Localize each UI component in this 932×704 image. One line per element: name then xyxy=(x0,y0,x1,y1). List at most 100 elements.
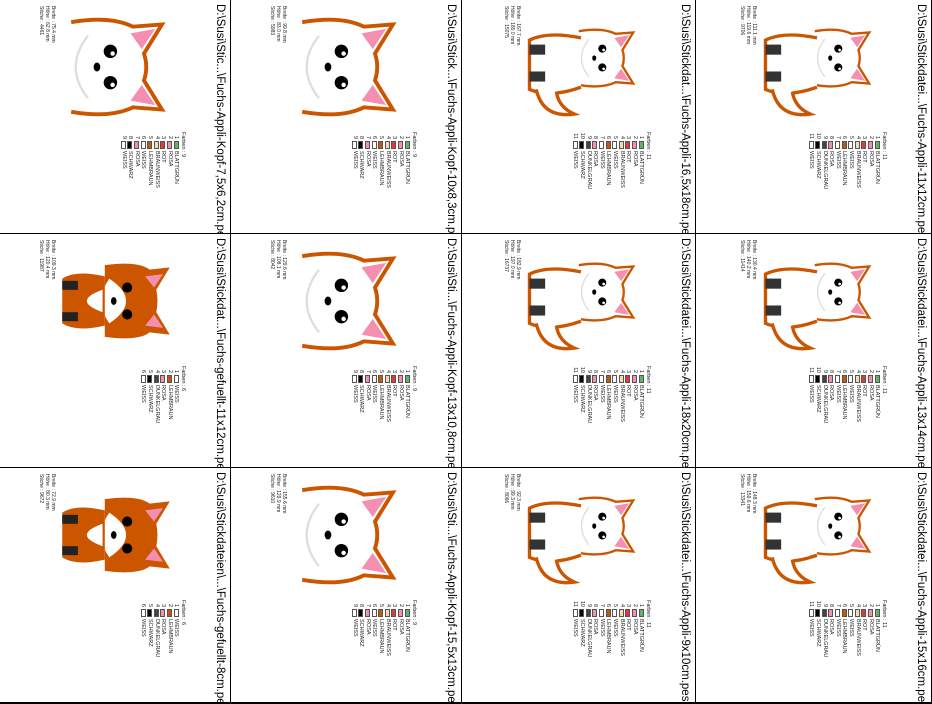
color-swatch xyxy=(841,141,847,149)
thread-number: 6 xyxy=(371,603,378,607)
thread-name: SCHWARZ xyxy=(579,385,586,413)
stat-line: Breite : 111.1 mm xyxy=(751,6,757,45)
thread-row: 3 ROT xyxy=(625,132,631,189)
thread-number: 3 xyxy=(861,135,868,139)
stat-line: Breite : 155.6 mm xyxy=(281,474,287,514)
thread-name: DUNKELGRAU xyxy=(585,151,592,190)
design-stats: Breite : 111.1 mm Höhe : 119.6 mm Stiche :… xyxy=(739,6,757,45)
thread-name: ROSA xyxy=(828,151,835,167)
color-count: Farben : 11 xyxy=(881,600,887,628)
thread-number: 11 xyxy=(572,133,579,139)
design-preview xyxy=(60,4,172,130)
thread-name: BLATTGRÜN xyxy=(874,385,881,418)
thread-row: 11 WEISS xyxy=(572,366,578,423)
design-preview xyxy=(291,472,403,598)
color-swatch xyxy=(808,375,814,383)
design-preview xyxy=(761,4,873,130)
thread-row: 9 DUNKELGRAU xyxy=(821,366,828,423)
design-preview xyxy=(62,263,170,339)
design-card: D:\Susi\Sti...\Fuchs-Appli-Kopf-15,5x13c… xyxy=(231,468,461,702)
thread-number: 11 xyxy=(808,133,815,139)
color-swatch xyxy=(365,375,371,383)
thread-number: 3 xyxy=(625,369,632,373)
thread-name: WEISS xyxy=(140,619,147,637)
thread-number: 3 xyxy=(861,369,868,373)
thread-row: 7 WEISS xyxy=(834,600,841,657)
color-swatch xyxy=(579,141,585,149)
thread-number: 1 xyxy=(638,603,645,607)
thread-name: WEISS xyxy=(612,151,619,169)
thread-name: ROSA xyxy=(364,385,371,401)
thread-name: BRAUNWEISS xyxy=(384,385,391,422)
thread-number: 5 xyxy=(378,369,385,373)
thread-name: BLATTGRÜN xyxy=(638,619,645,652)
thread-row: 7 WEISS xyxy=(834,366,841,423)
stat-line: Höhe : 140.2 mm xyxy=(745,240,751,279)
thread-name: LEHMBRAUN xyxy=(378,151,385,186)
thread-name: ROSA xyxy=(631,151,638,167)
thread-name: WEISS xyxy=(572,151,579,169)
color-swatch xyxy=(605,609,611,617)
thread-number: 5 xyxy=(147,603,154,607)
color-swatch xyxy=(638,141,644,149)
thread-number: 2 xyxy=(166,135,173,139)
color-swatch xyxy=(160,375,166,383)
color-swatch xyxy=(868,609,874,617)
thread-row: 7 WEISS xyxy=(598,366,605,423)
file-path: D:\Susi\Stickdatei...\Fuchs-Appli-18x20c… xyxy=(679,238,691,467)
thread-row: 1 BLATTGRÜN xyxy=(874,132,880,189)
thread-name: ROSA xyxy=(631,619,638,635)
thread-row: 8 SCHWARZ xyxy=(358,366,364,422)
color-swatch xyxy=(874,609,880,617)
thread-number: 7 xyxy=(598,603,605,607)
thread-row: 6 LEHMBRAUN xyxy=(605,366,611,423)
color-count: Farben : 6 xyxy=(180,366,186,392)
thread-name: ROSA xyxy=(364,619,371,635)
thread-number: 5 xyxy=(612,369,619,373)
thread-number: 6 xyxy=(841,369,848,373)
thread-row: 6 LEHMBRAUN xyxy=(605,600,611,657)
color-swatch xyxy=(592,375,598,383)
thread-row: 7 WEISS xyxy=(598,600,605,657)
thread-number: 8 xyxy=(828,603,835,607)
thread-row: 9 DUNKELGRAU xyxy=(585,600,592,657)
thread-number: 5 xyxy=(378,135,385,139)
thread-number: 2 xyxy=(631,603,638,607)
thread-name: WEISS xyxy=(173,619,180,637)
thread-name: WEISS xyxy=(834,619,841,637)
thread-name: LEHMBRAUN xyxy=(605,151,612,186)
thread-row: 7 WEISS xyxy=(834,132,841,189)
thread-number: 10 xyxy=(579,600,586,607)
color-count: Farben : 9 xyxy=(411,132,417,158)
thread-row: 9 WEISS xyxy=(120,132,127,188)
color-swatch xyxy=(592,609,598,617)
thread-number: 5 xyxy=(848,603,855,607)
thread-row: 10 SCHWARZ xyxy=(578,132,585,189)
color-swatch xyxy=(579,609,585,617)
thread-name: WEISS xyxy=(371,151,378,169)
thread-name: ROSA xyxy=(160,619,167,635)
thread-name: BLATTGRÜN xyxy=(404,385,411,418)
thread-name: ROT xyxy=(391,151,398,163)
thread-row: 6 WEISS xyxy=(371,600,378,656)
color-swatch xyxy=(572,375,578,383)
thread-number: 10 xyxy=(815,600,822,607)
stat-line: Höhe : 197.0 mm xyxy=(509,240,515,279)
stat-line: Breite : 148.3 mm xyxy=(751,474,757,514)
thread-row: 10 SCHWARZ xyxy=(578,366,585,423)
color-swatch xyxy=(835,375,841,383)
thread-name: ROSA xyxy=(166,151,173,167)
color-swatch xyxy=(579,375,585,383)
file-path: D:\Susi\Stick...\Fuchs-Appli-Kopf-10x8,3… xyxy=(445,4,457,233)
color-swatch xyxy=(384,141,390,149)
color-swatch xyxy=(854,375,860,383)
thread-row: 10 SCHWARZ xyxy=(814,132,821,189)
design-preview xyxy=(761,238,873,364)
design-stats: Breite : 109.3 mm Höhe : 120.4 mm Stiche :… xyxy=(38,240,56,279)
color-swatch xyxy=(625,375,631,383)
thread-number: 7 xyxy=(133,135,140,139)
color-swatch xyxy=(848,375,854,383)
thread-row: 4 BRAUNWEISS xyxy=(854,132,861,189)
thread-list: Farben : 6 1 WEISS 2 LEHMBRAUN 3 ROSA 4 DUNKELGR… xyxy=(140,600,186,657)
